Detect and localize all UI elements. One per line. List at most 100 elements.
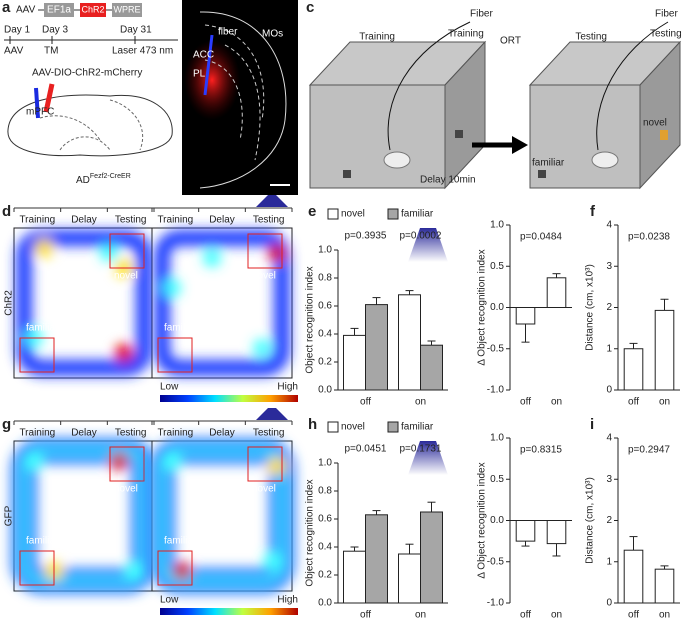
y-tick-label: 0.0 <box>318 385 332 396</box>
x-tick-label: on <box>551 397 562 408</box>
y-tick-label: -0.5 <box>487 556 505 567</box>
y-tick-label: 0.0 <box>318 598 332 609</box>
bar <box>546 520 567 545</box>
colorbar <box>160 608 298 615</box>
gene: ChR2 <box>81 4 104 14</box>
legend-label: novel <box>341 422 365 433</box>
bar <box>654 568 675 604</box>
heat-ring <box>158 447 286 585</box>
x-tick-label: off <box>628 610 639 620</box>
promoter-box <box>44 3 74 17</box>
y-tick-label: 3 <box>606 261 612 272</box>
p-value: p=0.0002 <box>400 231 442 242</box>
heatmap <box>11 438 157 594</box>
legend-swatch <box>387 208 399 220</box>
y-axis-label: Distance (cm, x10³) <box>585 477 596 564</box>
y-tick-label: 4 <box>606 433 612 444</box>
legend-swatch <box>327 208 339 220</box>
y-tick-label: 1.0 <box>318 245 332 256</box>
panel-label: e <box>308 203 316 220</box>
title: ORT <box>500 36 521 47</box>
mouse-icon <box>383 151 411 169</box>
phase: Delay <box>209 215 235 226</box>
phase: Testing <box>115 215 147 226</box>
group-label: GFP <box>4 505 15 526</box>
phase: Testing <box>115 428 147 439</box>
legend-swatch <box>327 421 339 433</box>
y-tick-label: 2 <box>606 302 612 313</box>
phase: Testing <box>253 428 285 439</box>
panel-b: fiber MOs ACC PL <box>182 0 298 195</box>
bar <box>365 514 388 604</box>
x-tick-label: on <box>415 397 426 408</box>
bar <box>623 348 644 391</box>
y-tick-label: 0.8 <box>318 273 332 284</box>
phase: Delay <box>209 428 235 439</box>
bar <box>343 550 366 604</box>
y-axis-label: Distance (cm, x10³) <box>585 264 596 351</box>
vector: AAV <box>16 5 36 16</box>
region: mPFC <box>26 107 54 118</box>
y-axis-label: Object recognition index <box>305 266 316 373</box>
y-tick-label: 0.2 <box>318 357 332 368</box>
heatmap-frame <box>13 227 155 379</box>
heat-ring <box>154 230 290 376</box>
panel-c: Training Testing Training Testing Fiber … <box>308 9 682 190</box>
phase: Testing <box>253 215 285 226</box>
mouse: AD <box>76 175 90 186</box>
familiar: familiar <box>26 536 59 547</box>
hot-spot <box>110 452 128 470</box>
hot-spot <box>163 452 181 470</box>
element-box <box>112 3 142 17</box>
light <box>256 408 288 420</box>
bar <box>623 549 644 604</box>
x-tick-label: off <box>520 397 531 408</box>
familiar: familiar <box>164 536 197 547</box>
phase: Training <box>157 428 193 439</box>
bar <box>515 307 536 325</box>
y-tick-label: 0 <box>606 598 612 609</box>
hot-spot <box>163 279 181 297</box>
bar <box>420 511 443 604</box>
x-tick-label: off <box>520 610 531 620</box>
phase: Training <box>359 32 395 43</box>
phase: Testing <box>650 29 682 40</box>
panel-label: a <box>2 0 11 16</box>
legend-label: familiar <box>401 422 434 433</box>
y-tick-label: 0.4 <box>318 542 332 553</box>
y-tick-label: 1.0 <box>490 433 504 444</box>
fiber <box>34 87 40 119</box>
y-tick-label: 4 <box>606 220 612 231</box>
familiar: familiar <box>26 323 59 334</box>
phase: Delay <box>71 428 97 439</box>
bar <box>398 553 421 604</box>
day: Day 3 <box>42 25 69 36</box>
novel: novel <box>252 484 276 495</box>
gene-box <box>80 3 106 17</box>
familiar-zone <box>19 337 55 373</box>
brain-outline <box>7 94 173 157</box>
panel-label: h <box>308 416 317 433</box>
y-tick-label: 2 <box>606 515 612 526</box>
mouse-icon <box>591 151 619 169</box>
fiber: Fiber <box>655 9 678 20</box>
injection <box>43 83 55 113</box>
y-axis-label: Δ Object recognition index <box>477 462 488 578</box>
y-tick-label: 1 <box>606 343 612 354</box>
x-tick-label: on <box>659 397 670 408</box>
novel-zone <box>247 233 283 269</box>
y-tick-label: -0.5 <box>487 343 505 354</box>
y-tick-label: 0.2 <box>318 570 332 581</box>
panel-label: c <box>306 0 314 16</box>
phase: Training <box>448 29 484 40</box>
y-tick-label: 0.6 <box>318 301 332 312</box>
novel-zone <box>109 446 145 482</box>
phase: Delay <box>71 215 97 226</box>
hot-spot <box>115 344 133 362</box>
hot-spot <box>268 244 286 262</box>
panel-label: d <box>2 203 11 220</box>
phase: Training <box>19 215 55 226</box>
hot-spot <box>173 562 191 580</box>
x-tick-label: on <box>415 610 426 620</box>
